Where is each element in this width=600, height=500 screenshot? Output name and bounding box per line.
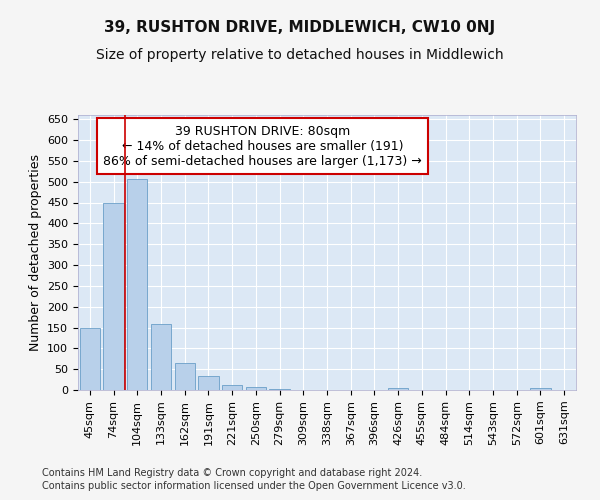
Bar [175, 362, 195, 390]
Bar [199, 376, 218, 390]
Bar [530, 388, 551, 390]
Bar [151, 324, 171, 390]
Y-axis label: Number of detached properties: Number of detached properties [29, 154, 41, 351]
Text: 39, RUSHTON DRIVE, MIDDLEWICH, CW10 0NJ: 39, RUSHTON DRIVE, MIDDLEWICH, CW10 0NJ [104, 20, 496, 35]
Text: Contains HM Land Registry data © Crown copyright and database right 2024.: Contains HM Land Registry data © Crown c… [42, 468, 422, 477]
Bar [269, 389, 290, 390]
Text: 39 RUSHTON DRIVE: 80sqm
← 14% of detached houses are smaller (191)
86% of semi-d: 39 RUSHTON DRIVE: 80sqm ← 14% of detache… [103, 124, 422, 168]
Text: Size of property relative to detached houses in Middlewich: Size of property relative to detached ho… [96, 48, 504, 62]
Bar [222, 384, 242, 390]
Bar [388, 388, 408, 390]
Text: Contains public sector information licensed under the Open Government Licence v3: Contains public sector information licen… [42, 481, 466, 491]
Bar [246, 386, 266, 390]
Bar [103, 202, 124, 390]
Bar [80, 328, 100, 390]
Bar [127, 179, 148, 390]
